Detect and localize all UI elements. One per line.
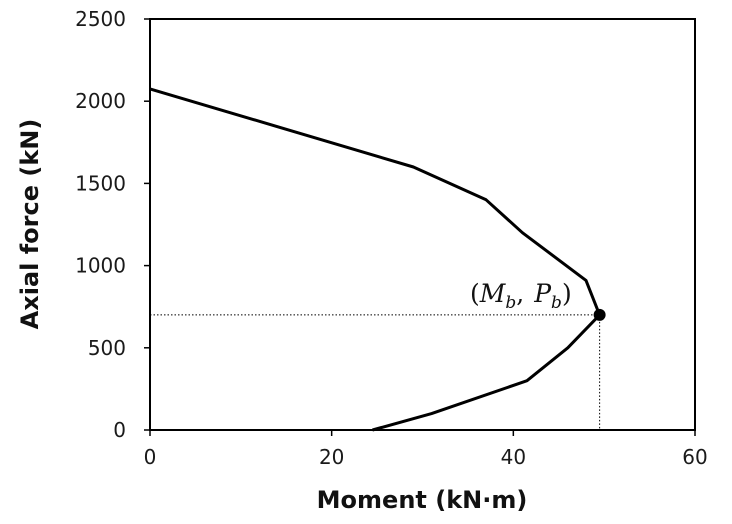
x-axis-title: Moment (kN·m) <box>317 486 528 514</box>
x-tick-label: 20 <box>319 445 344 469</box>
y-tick-label: 2500 <box>75 7 126 31</box>
interaction-curve-line <box>149 87 602 432</box>
balance-guides <box>150 314 601 430</box>
y-tick-label: 0 <box>113 418 126 442</box>
x-tick-label: 60 <box>682 445 707 469</box>
x-tick-label: 40 <box>501 445 526 469</box>
annotation-label: (Mb, Pb) <box>470 279 572 313</box>
plot-frame <box>149 18 696 431</box>
balance-point-marker <box>593 308 606 321</box>
y-tick-label: 1500 <box>75 171 126 195</box>
y-axis-title: Axial force (kN) <box>16 119 44 330</box>
y-tick-label: 500 <box>88 336 126 360</box>
series-group <box>149 87 606 432</box>
x-tick-label: 0 <box>144 445 157 469</box>
x-axis-ticks: 0 20 40 60 <box>144 430 708 469</box>
y-tick-label: 1000 <box>75 254 126 278</box>
y-axis-ticks: 0 500 1000 1500 2000 2500 <box>75 7 150 442</box>
y-tick-label: 2000 <box>75 89 126 113</box>
